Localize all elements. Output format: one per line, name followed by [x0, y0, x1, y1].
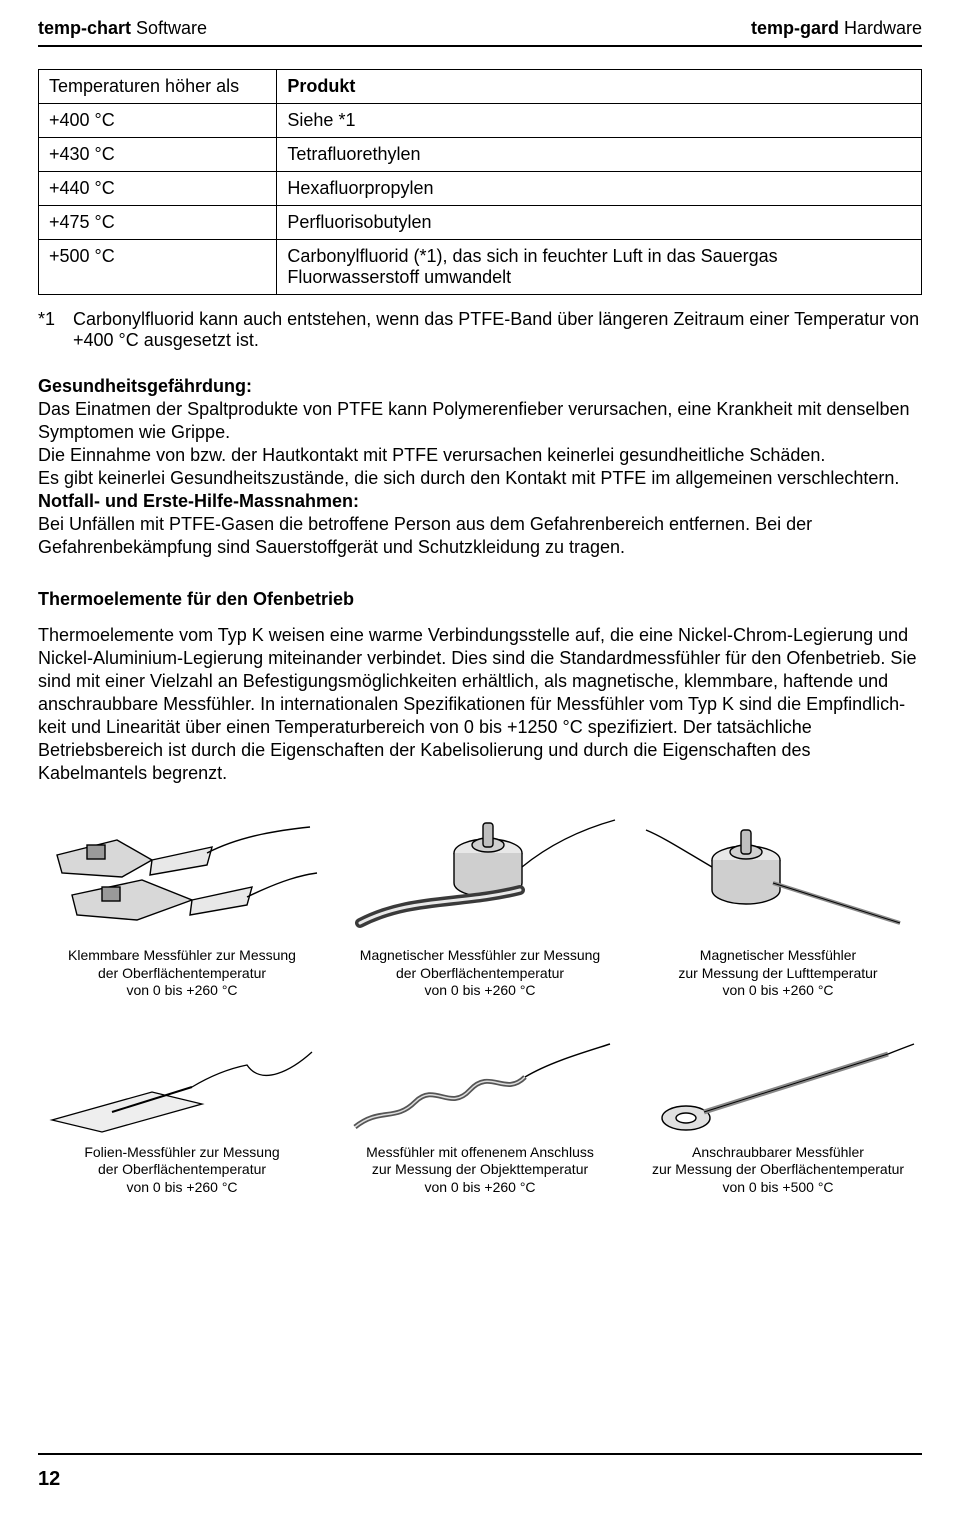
cap-line: zur Messung der Oberflächentemperatur: [652, 1161, 904, 1177]
health-p3: Es gibt keinerlei Gesundheitszustände, d…: [38, 467, 922, 490]
health-p2: Die Einnahme von bzw. der Hautkontakt mi…: [38, 444, 922, 467]
open-tip-probe-icon: [340, 1032, 620, 1142]
cap-line: von 0 bis +260 °C: [424, 982, 535, 998]
foil-probe-icon: [42, 1032, 322, 1142]
probe-caption: Folien-Messfühler zur Messung der Oberfl…: [38, 1144, 326, 1197]
health-section: Gesundheitsgefährdung: Das Einatmen der …: [38, 375, 922, 559]
footnote-text: Carbonylfluorid kann auch entstehen, wen…: [73, 309, 922, 351]
cell-prod: Siehe *1: [277, 104, 922, 138]
cap-line: von 0 bis +260 °C: [126, 1179, 237, 1195]
magnetic-surface-probe-icon: [340, 805, 620, 945]
footer-rule: [38, 1453, 922, 1455]
header-left-rest: Software: [131, 18, 207, 38]
thermo-para: Thermoelemente vom Typ K weisen eine war…: [38, 624, 922, 785]
probe-screw-art: [634, 1032, 922, 1142]
cap-line: Folien-Messfühler zur Messung: [84, 1144, 279, 1160]
cap-line: Magnetischer Messfühler zur Messung: [360, 947, 600, 963]
probe-clamp: Klemmbare Messfühler zur Messung der Obe…: [38, 805, 326, 1000]
probe-clamp-art: [38, 805, 326, 945]
cap-line: der Oberflächentemperatur: [98, 965, 266, 981]
header-left-bold: temp-chart: [38, 18, 131, 38]
table-row: +475 °C Perfluorisobutylen: [39, 206, 922, 240]
magnetic-air-probe-icon: [638, 805, 918, 945]
table-head-row: Temperaturen höher als Produkt: [39, 70, 922, 104]
footnote: *1 Carbonylfluorid kann auch entstehen, …: [38, 309, 922, 351]
cap-line: von 0 bis +500 °C: [722, 1179, 833, 1195]
probe-row-1: Klemmbare Messfühler zur Messung der Obe…: [38, 805, 922, 1000]
header-left: temp-chart Software: [38, 18, 207, 39]
probe-caption: Magnetischer Messfühler zur Messung der …: [336, 947, 624, 1000]
cell-temp: +440 °C: [39, 172, 277, 206]
cell-prod: Carbonylfluorid (*1), das sich in feucht…: [277, 240, 922, 295]
cell-temp: +400 °C: [39, 104, 277, 138]
cap-line: zur Messung der Objekttemperatur: [372, 1161, 588, 1177]
clamp-probe-icon: [42, 805, 322, 945]
table-row: +400 °C Siehe *1: [39, 104, 922, 138]
cell-prod: Tetrafluorethylen: [277, 138, 922, 172]
table-row: +440 °C Hexafluorpropylen: [39, 172, 922, 206]
cap-line: zur Messung der Lufttemperatur: [678, 965, 877, 981]
cell-temp: +475 °C: [39, 206, 277, 240]
probe-caption: Messfühler mit offenenem Anschluss zur M…: [336, 1144, 624, 1197]
probe-open-art: [336, 1032, 624, 1142]
probe-foil: Folien-Messfühler zur Messung der Oberfl…: [38, 1032, 326, 1197]
table-head-col1: Temperaturen höher als: [39, 70, 277, 104]
table-head-col2: Produkt: [277, 70, 922, 104]
table-head-col2-text: Produkt: [287, 76, 355, 96]
cap-line: Klemmbare Messfühler zur Messung: [68, 947, 296, 963]
health-heading: Gesundheitsgefährdung:: [38, 376, 252, 396]
cap-line: von 0 bis +260 °C: [126, 982, 237, 998]
page-header: temp-chart Software temp-gard Hardware: [38, 18, 922, 43]
cap-line: Anschraubbarer Messfühler: [692, 1144, 864, 1160]
cell-temp: +430 °C: [39, 138, 277, 172]
table-row: +430 °C Tetrafluorethylen: [39, 138, 922, 172]
header-right-rest: Hardware: [839, 18, 922, 38]
page: temp-chart Software temp-gard Hardware T…: [0, 0, 960, 1513]
probe-mag-surface-art: [336, 805, 624, 945]
cap-line: der Oberflächentemperatur: [396, 965, 564, 981]
cap-line: der Oberflächentemperatur: [98, 1161, 266, 1177]
header-right: temp-gard Hardware: [751, 18, 922, 39]
cap-line: Magnetischer Messfühler: [700, 947, 856, 963]
footnote-key: *1: [38, 309, 55, 351]
header-right-bold: temp-gard: [751, 18, 839, 38]
decomposition-table: Temperaturen höher als Produkt +400 °C S…: [38, 69, 922, 295]
cap-line: Messfühler mit offenenem Anschluss: [366, 1144, 594, 1160]
header-rule: [38, 45, 922, 47]
probe-foil-art: [38, 1032, 326, 1142]
cell-prod: Hexafluorpropylen: [277, 172, 922, 206]
probe-caption: Klemmbare Messfühler zur Messung der Obe…: [38, 947, 326, 1000]
cell-prod: Perfluorisobutylen: [277, 206, 922, 240]
screw-probe-icon: [638, 1032, 918, 1142]
probe-mag-surface: Magnetischer Messfühler zur Messung der …: [336, 805, 624, 1000]
probe-row-2: Folien-Messfühler zur Messung der Oberfl…: [38, 1032, 922, 1197]
probe-mag-air: Magnetischer Messfühler zur Messung der …: [634, 805, 922, 1000]
emergency-heading: Notfall- und Erste-Hilfe-Massnahmen:: [38, 491, 359, 511]
probe-mag-air-art: [634, 805, 922, 945]
probe-open: Messfühler mit offenenem Anschluss zur M…: [336, 1032, 624, 1197]
cap-line: von 0 bis +260 °C: [424, 1179, 535, 1195]
cell-temp: +500 °C: [39, 240, 277, 295]
cap-line: von 0 bis +260 °C: [722, 982, 833, 998]
probe-screw: Anschraubbarer Messfühler zur Messung de…: [634, 1032, 922, 1197]
thermo-heading: Thermoelemente für den Ofenbetrieb: [38, 589, 922, 610]
probe-caption: Anschraubbarer Messfühler zur Messung de…: [634, 1144, 922, 1197]
table-row: +500 °C Carbonylfluorid (*1), das sich i…: [39, 240, 922, 295]
probe-caption: Magnetischer Messfühler zur Messung der …: [634, 947, 922, 1000]
health-p4: Bei Unfällen mit PTFE-Gasen die betroffe…: [38, 513, 922, 559]
health-p1: Das Einatmen der Spaltprodukte von PTFE …: [38, 398, 922, 444]
page-number: 12: [38, 1468, 60, 1491]
